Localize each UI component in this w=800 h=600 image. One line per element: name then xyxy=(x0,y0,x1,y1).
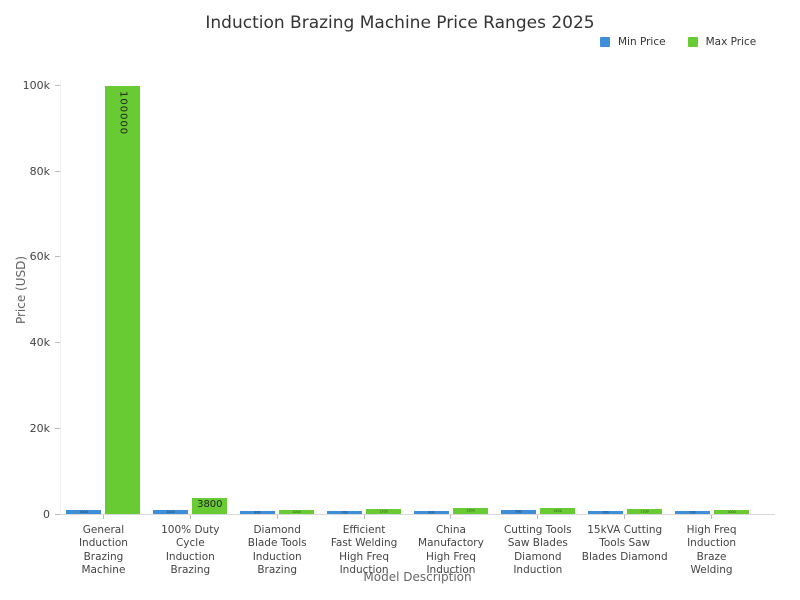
x-category-label: General Induction Brazing Machine xyxy=(78,524,128,577)
x-category-label: 100% Duty Cycle Induction Brazing xyxy=(161,524,220,577)
y-tick-label: 80k xyxy=(29,164,50,178)
min-price-swatch-icon xyxy=(600,37,610,47)
bar-max-price[interactable]: 3800 xyxy=(192,497,228,514)
legend-item-max-price[interactable]: Max Price xyxy=(687,36,757,48)
y-tick-mark xyxy=(55,513,60,515)
x-category-label: 15kVA Cutting Tools Saw Blades Diamond xyxy=(581,524,668,563)
bar-min-price[interactable]: 700 xyxy=(587,511,623,514)
bar-value-label: 1200 xyxy=(379,509,388,514)
y-tick-label: 40k xyxy=(29,336,50,350)
x-tick-mark xyxy=(711,515,713,519)
bar-value-label: 700 xyxy=(688,511,696,514)
x-category-label: Cutting Tools Saw Blades Diamond Inducti… xyxy=(503,524,572,577)
x-category-label: Diamond Blade Tools Induction Brazing xyxy=(247,524,307,577)
bar-value-label: 3800 xyxy=(197,498,223,510)
chart-title: Induction Brazing Machine Price Ranges 2… xyxy=(205,13,595,33)
bar-max-price[interactable]: 100000 xyxy=(105,85,141,514)
x-axis-baseline xyxy=(60,514,775,515)
bar-value-label: 100000 xyxy=(117,90,129,135)
bar-value-label: 1100 xyxy=(639,509,649,514)
bar-value-label: 1000 xyxy=(726,509,736,514)
y-axis-line xyxy=(60,80,61,514)
max-price-swatch-icon xyxy=(687,37,698,47)
bar-min-price[interactable]: 900 xyxy=(500,510,536,514)
bar-max-price[interactable]: 1100 xyxy=(626,509,662,514)
y-tick-label: 100k xyxy=(22,79,50,92)
bar-value-label: 1400 xyxy=(553,509,562,513)
bar-value-label: 1000 xyxy=(166,509,176,514)
x-category-label: High Freq Induction Braze Welding xyxy=(686,524,737,577)
x-tick-mark xyxy=(450,515,452,519)
x-tick-mark xyxy=(624,515,626,519)
x-category-label: Efficient Fast Welding High Freq Inducti… xyxy=(330,524,398,577)
legend-item-min-price[interactable]: Min Price xyxy=(600,36,666,48)
bar-value-label: 1300 xyxy=(466,509,475,514)
bar-max-price[interactable]: 1000 xyxy=(279,509,315,514)
y-tick-mark xyxy=(55,170,60,172)
bar-value-label: 1000 xyxy=(79,509,89,514)
y-tick-label: 20k xyxy=(29,421,50,435)
bar-max-price[interactable]: 1400 xyxy=(539,508,575,514)
bar-min-price[interactable]: 700 xyxy=(674,511,710,514)
y-tick-mark xyxy=(55,256,60,258)
bar-max-price[interactable]: 1300 xyxy=(452,508,488,514)
x-category-label: China Manufactory High Freq Induction xyxy=(418,524,484,577)
bar-value-label: 900 xyxy=(515,510,522,514)
bar-max-price[interactable]: 1200 xyxy=(366,508,402,514)
bar-min-price[interactable]: 700 xyxy=(327,511,363,514)
y-tick-mark xyxy=(55,342,60,344)
legend: Min Price Max Price xyxy=(600,36,756,48)
bar-min-price[interactable]: 800 xyxy=(240,510,276,514)
x-axis-title: Model Description xyxy=(363,570,472,584)
bar-value-label: 800 xyxy=(254,510,261,514)
bar-value-label: 700 xyxy=(341,511,348,514)
y-tick-label: 0 xyxy=(43,507,50,521)
bar-max-price[interactable]: 1000 xyxy=(713,509,749,514)
legend-label-min-price: Min Price xyxy=(618,36,666,48)
bar-min-price[interactable]: 1000 xyxy=(153,509,189,514)
y-tick-label: 60k xyxy=(29,250,50,264)
x-tick-mark xyxy=(276,515,278,519)
bar-value-label: 800 xyxy=(428,510,435,514)
y-tick-mark xyxy=(55,427,60,429)
x-tick-mark xyxy=(102,515,104,519)
bar-value-label: 1000 xyxy=(292,509,301,514)
bar-min-price[interactable]: 1000 xyxy=(66,509,102,514)
legend-label-max-price: Max Price xyxy=(705,36,757,48)
bar-min-price[interactable]: 800 xyxy=(413,510,449,514)
bar-value-label: 700 xyxy=(602,511,609,514)
y-tick-mark xyxy=(55,85,60,86)
x-tick-mark xyxy=(363,515,365,519)
x-tick-mark xyxy=(537,515,539,519)
y-axis-title: Price (USD) xyxy=(14,255,28,325)
x-tick-mark xyxy=(189,515,191,519)
